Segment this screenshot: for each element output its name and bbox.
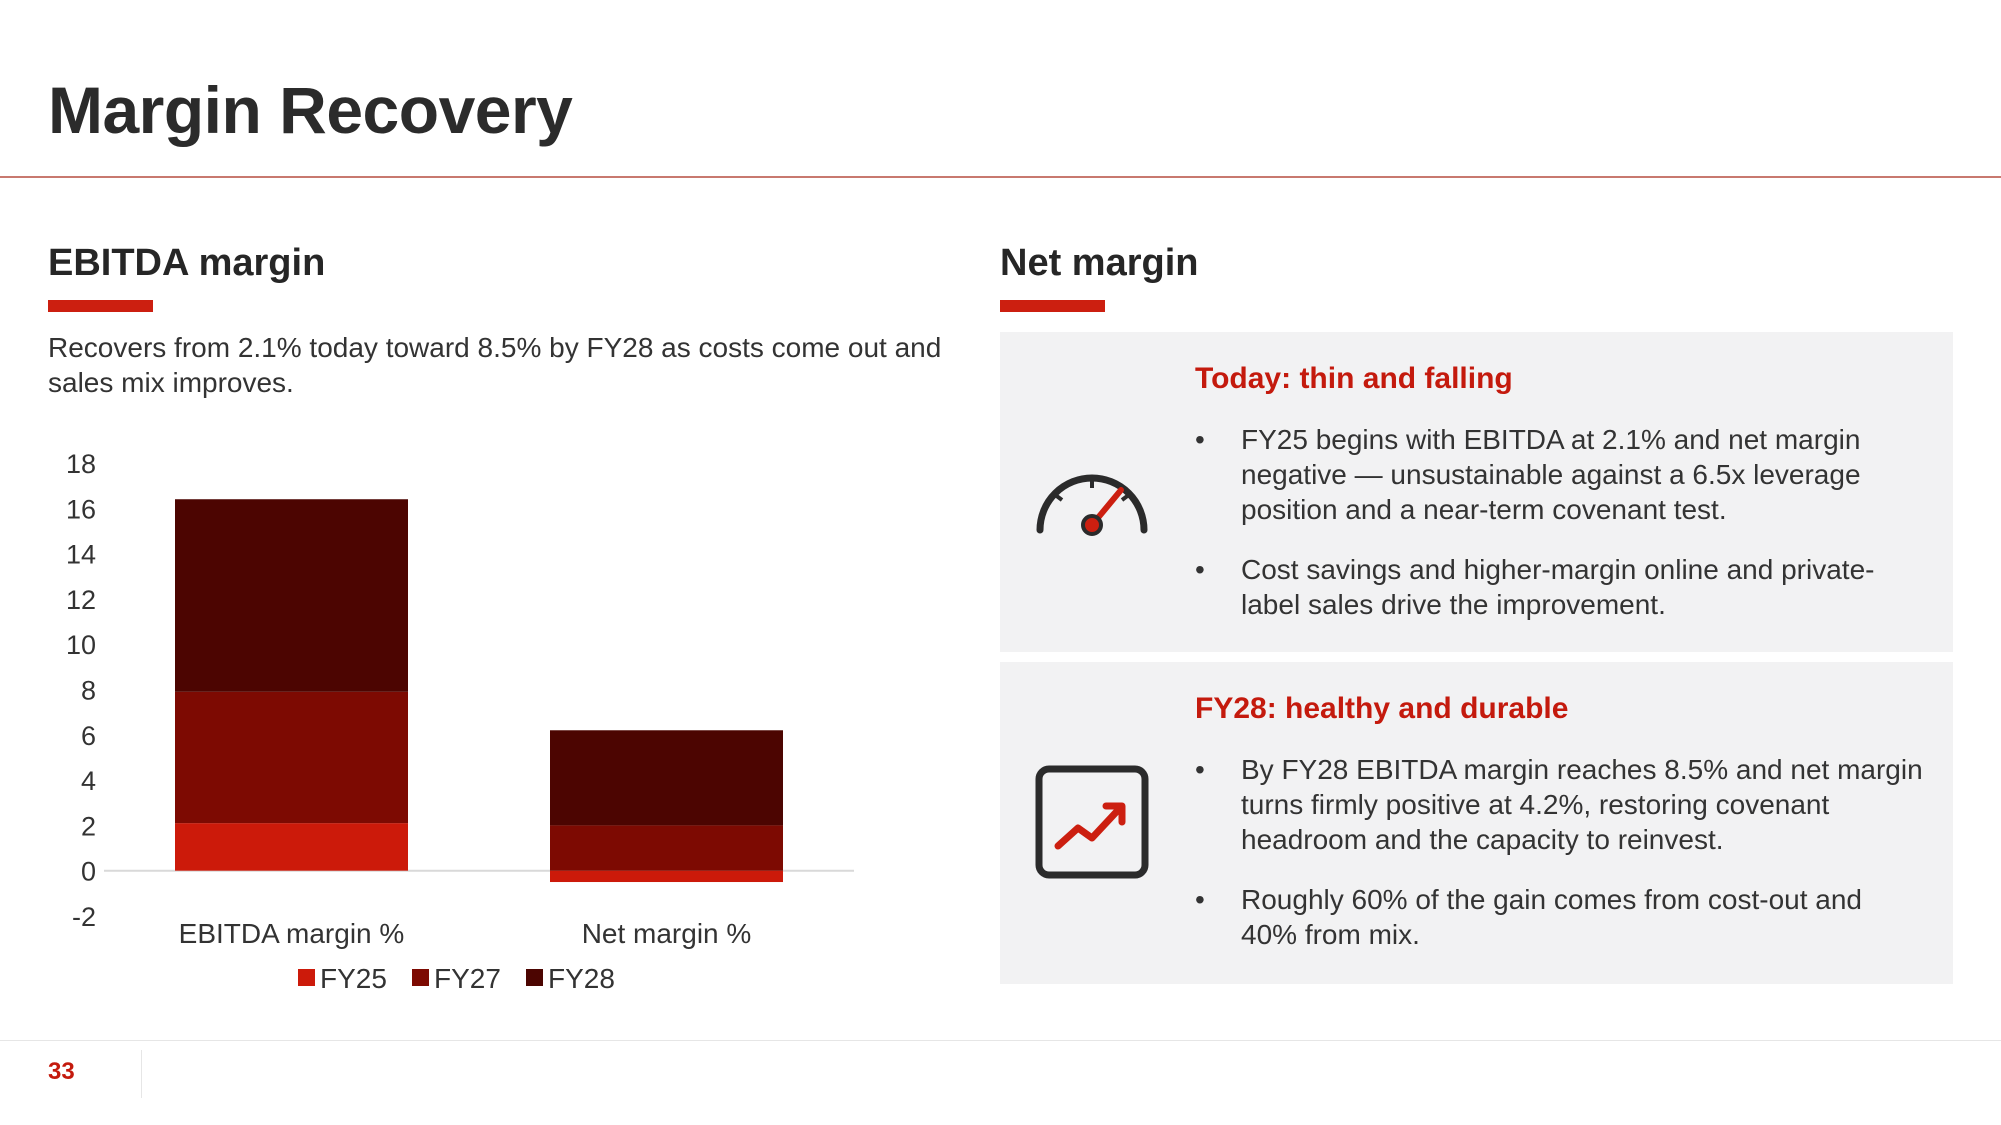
card-heading-fy28: FY28: healthy and durable: [1195, 692, 1569, 725]
bullet-item: • FY25 begins with EBITDA at 2.1% and net…: [1195, 424, 1861, 525]
bullet-item: • By FY28 EBITDA margin reaches 8.5% and …: [1195, 754, 1923, 855]
bullet-item: • Cost savings and higher-margin online a…: [1195, 554, 1875, 620]
bar-fy27: [550, 825, 783, 871]
card-bullets-today: • FY25 begins with EBITDA at 2.1% and net…: [1195, 422, 1925, 647]
legend-swatch-fy27: [412, 969, 429, 986]
insight-card-fy28: FY28: healthy and durable • By FY28 EBITD…: [1000, 662, 1953, 984]
net-margin-accent-bar: [1000, 300, 1105, 312]
legend-label-fy25: FY25: [320, 963, 387, 994]
y-tick-label: 10: [66, 630, 96, 660]
speedometer-icon: [1030, 442, 1155, 567]
y-tick-label: 12: [66, 585, 96, 615]
y-tick-label: 0: [81, 857, 96, 887]
bar-fy25: [175, 823, 408, 871]
legend-label-fy27: FY27: [434, 963, 501, 994]
card-bullets-fy28: • By FY28 EBITDA margin reaches 8.5% and …: [1195, 752, 1925, 977]
slide-title: Margin Recovery: [48, 73, 573, 147]
y-tick-label: 14: [66, 540, 96, 570]
y-tick-label: 18: [66, 449, 96, 479]
bar-fy28: [175, 499, 408, 692]
legend-swatch-fy28: [526, 969, 543, 986]
y-tick-label: -2: [72, 902, 96, 932]
bar-fy28: [550, 730, 783, 826]
bullet-item: • Roughly 60% of the gain comes from cost…: [1195, 884, 1863, 950]
legend-swatch-fy25: [298, 969, 315, 986]
x-category-label: EBITDA margin %: [179, 918, 405, 949]
bar-fy27: [175, 691, 408, 824]
net-margin-heading: Net margin: [1000, 242, 1199, 284]
ebitda-heading: EBITDA margin: [48, 242, 326, 284]
y-tick-label: 4: [81, 766, 96, 796]
page-number: 33: [48, 1058, 75, 1085]
y-tick-label: 6: [81, 721, 96, 751]
ebitda-description: Recovers from 2.1% today toward 8.5% by …: [48, 332, 942, 398]
margin-bar-chart: 18 16 14 12 10 8 6 4 2 0 -2 EBITDA margin % Net marg…: [66, 449, 854, 994]
insight-card-today: Today: thin and falling • FY25 begins wit…: [1000, 332, 1953, 652]
title-divider: [0, 176, 2001, 178]
card-heading-today: Today: thin and falling: [1195, 362, 1513, 395]
trend-up-chart-icon: [1030, 762, 1155, 887]
footer-divider: [0, 1040, 2001, 1041]
x-category-label: Net margin %: [582, 918, 752, 949]
bar-fy25: [550, 870, 783, 883]
legend-label-fy28: FY28: [548, 963, 615, 994]
footer-separator: [141, 1050, 142, 1098]
ebitda-accent-bar: [48, 300, 153, 312]
y-tick-label: 16: [66, 494, 96, 524]
y-tick-label: 2: [81, 811, 96, 841]
margin-chart: 18 16 14 12 10 8 6 4 2 0 -2 EBITDA margin % Net marg…: [48, 430, 898, 1015]
y-tick-label: 8: [81, 676, 96, 706]
